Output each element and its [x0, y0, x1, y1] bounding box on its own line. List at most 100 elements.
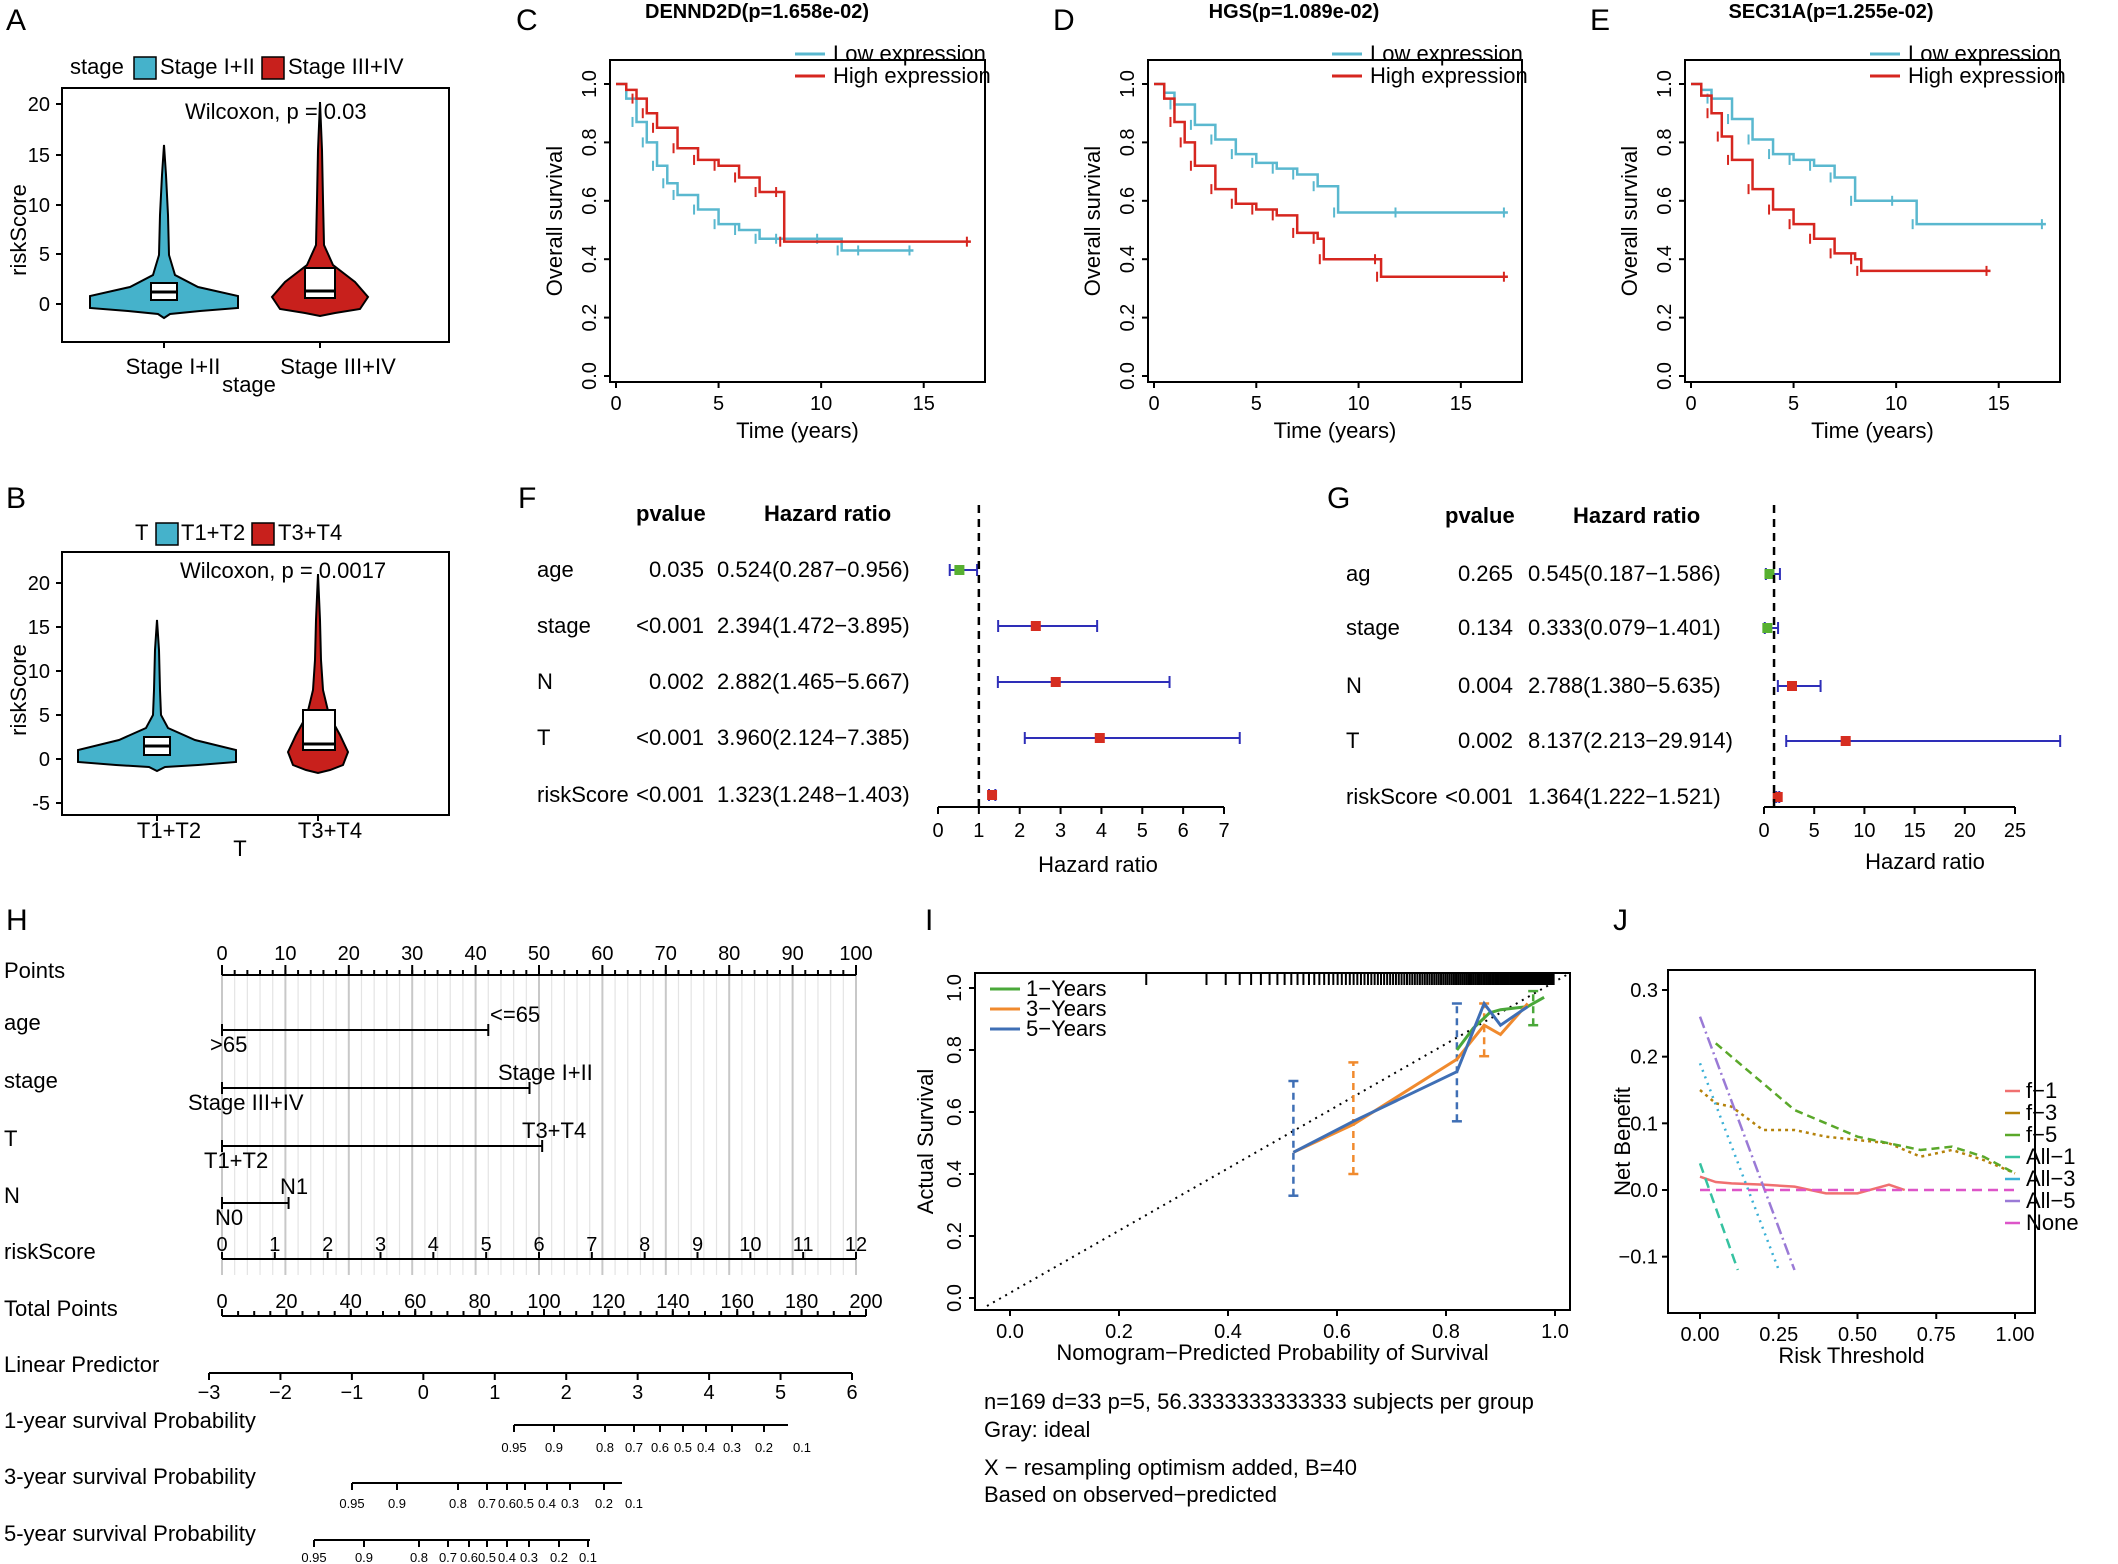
- panel-i-note-2: Gray: ideal: [984, 1417, 1090, 1442]
- nomogram-scale-label: 9: [692, 1234, 703, 1256]
- dca-xlabel: Risk Threshold: [1778, 1343, 1924, 1368]
- nomogram-level-label: Stage III+IV: [188, 1090, 304, 1115]
- nomogram-scale-label: 120: [592, 1291, 625, 1313]
- nomogram-scale-label: 0.7: [439, 1550, 457, 1564]
- nomogram-scale-label: 8: [639, 1234, 650, 1256]
- nomogram-scale-label: 0.9: [355, 1550, 373, 1564]
- forest-xtick-label: 5: [1137, 820, 1148, 842]
- legend-low-label: Low expression: [833, 41, 986, 66]
- forest-hr-text: 0.333(0.079−1.401): [1528, 615, 1721, 640]
- km-ytick-label: 0.2: [1117, 304, 1139, 332]
- km-ytick-label: 0.4: [1117, 245, 1139, 273]
- forest-point: [1050, 677, 1061, 687]
- panel-a-ytick-4: 20: [28, 94, 50, 116]
- forest-pvalue: <0.001: [636, 725, 704, 750]
- forest-hr-text: 8.137(2.213−29.914): [1528, 728, 1733, 753]
- nomogram-scale-label: 100: [527, 1291, 560, 1313]
- nomogram-level-label: T3+T4: [522, 1118, 586, 1143]
- forest-point: [1840, 736, 1851, 746]
- nomogram-level-label: Stage I+II: [498, 1060, 593, 1085]
- panel-a-y-axis: 0 5 10 15 20: [28, 94, 62, 316]
- panel-a-xtick-1: Stage I+II: [126, 354, 221, 379]
- calibration-plot-frame: [974, 972, 1571, 1311]
- km-ytick-label: 0.6: [1654, 187, 1676, 215]
- forest-var-label: riskScore: [537, 782, 629, 807]
- cal-xtick-label: 0.4: [1214, 1321, 1242, 1343]
- cal-xtick-label: 0.6: [1323, 1321, 1351, 1343]
- violin-stage-iii-iv: [270, 101, 370, 318]
- nomogram-scale-label: 0.2: [550, 1550, 568, 1564]
- nomogram-scale-label: 2: [322, 1234, 333, 1256]
- dca-legend-label: All−5: [2026, 1188, 2076, 1213]
- forest-hr-text: 0.524(0.287−0.956): [717, 557, 910, 582]
- violin-t1-t2: [77, 619, 237, 773]
- nomogram-scale-label: 12: [845, 1234, 867, 1256]
- km-xtick-label: 5: [1251, 393, 1262, 415]
- nomogram-scale-label: 60: [404, 1291, 426, 1313]
- dca-ytick-label: 0.3: [1630, 980, 1658, 1002]
- km-curve-high: [616, 82, 971, 243]
- nomogram-scale-label: 0.1: [625, 1496, 643, 1511]
- forest-hr-text: 0.545(0.187−1.586): [1528, 561, 1721, 586]
- forest-point: [1030, 621, 1041, 631]
- nomogram-row-label: age: [4, 1010, 41, 1035]
- cal-ytick-label: 0.4: [944, 1160, 966, 1188]
- nomogram-row-label: Linear Predictor: [4, 1352, 159, 1377]
- forest-pvalue: 0.265: [1458, 561, 1513, 586]
- legend-swatch-low: [155, 522, 179, 546]
- forest-xtick-label: 25: [2004, 820, 2026, 842]
- forest-point: [987, 790, 998, 800]
- nomogram-scale-label: 0.95: [301, 1550, 326, 1564]
- cal-ytick-label: 1.0: [944, 974, 966, 1002]
- panel-b-xlabel: T: [233, 836, 246, 861]
- km-xtick-label: 0: [1148, 393, 1159, 415]
- nomogram-scale-label: 40: [340, 1291, 362, 1313]
- points-tick-label: 30: [401, 943, 423, 965]
- panel-a-legend-1: Stage I+II: [160, 54, 255, 79]
- km-ytick-label: 0.0: [1117, 362, 1139, 390]
- nomogram-scale-label: 0.2: [595, 1496, 613, 1511]
- km-ylabel: Overall survival: [1617, 146, 1642, 296]
- cal-ytick-label: 0.2: [944, 1222, 966, 1250]
- panel-b-xtick-1: T1+T2: [137, 818, 201, 843]
- cal-legend-label: 5−Years: [1026, 1016, 1107, 1041]
- nomogram-scale-label: 0: [216, 1291, 227, 1313]
- cal-curve-3: [1292, 1000, 1529, 1154]
- nomogram-scale-label: 0.95: [501, 1440, 526, 1455]
- nomogram-scale-label: 0.4: [538, 1496, 556, 1511]
- forest-var-label: T: [1346, 728, 1359, 753]
- km-xtick-label: 10: [1347, 393, 1369, 415]
- dca-legend-label: f−1: [2026, 1078, 2057, 1103]
- km-ylabel: Overall survival: [542, 146, 567, 296]
- km-xlabel: Time (years): [1811, 418, 1934, 443]
- forest-xtick-label: 6: [1178, 820, 1189, 842]
- legend-swatch-low: [133, 56, 157, 80]
- km-xtick-label: 15: [1450, 393, 1472, 415]
- panel-b-ytick-5: 20: [28, 573, 50, 595]
- nomogram-scale-label: 0.4: [697, 1440, 715, 1455]
- forest-var-label: N: [537, 669, 553, 694]
- forest-point: [1786, 681, 1797, 691]
- nomogram-row-label: 5-year survival Probability: [4, 1521, 256, 1546]
- nomogram-scale-label: 20: [275, 1291, 297, 1313]
- points-tick-label: 0: [216, 943, 227, 965]
- forest-hr-text: 1.364(1.222−1.521): [1528, 784, 1721, 809]
- nomogram-scale-label: 4: [428, 1234, 439, 1256]
- dca-curve: [1698, 1016, 1796, 1271]
- panel-d: D HGS(p=1.089e-02) 0.0 0.2 0.4 0.6 0.8 1.0 Ove…: [1053, 1, 1528, 443]
- panel-b-letter: B: [6, 482, 26, 515]
- forest-xtick-label: 1: [973, 820, 984, 842]
- cal-xtick-label: 0.2: [1105, 1321, 1133, 1343]
- dca-ytick-label: 0.1: [1630, 1113, 1658, 1135]
- nomogram-scale-label: 1: [269, 1234, 280, 1256]
- km-ytick-label: 0.2: [579, 304, 601, 332]
- km-xtick-label: 15: [913, 393, 935, 415]
- box-stage-iii-iv: [304, 267, 336, 299]
- forest-pvalue: <0.001: [1445, 784, 1513, 809]
- nomogram-row-label: riskScore: [4, 1239, 96, 1264]
- panel-a-letter: A: [6, 4, 26, 37]
- nomogram-scale-label: 0.7: [625, 1440, 643, 1455]
- nomogram-row-label: 1-year survival Probability: [4, 1408, 256, 1433]
- forest-var-label: N: [1346, 673, 1362, 698]
- forest-hr-text: 2.788(1.380−5.635): [1528, 673, 1721, 698]
